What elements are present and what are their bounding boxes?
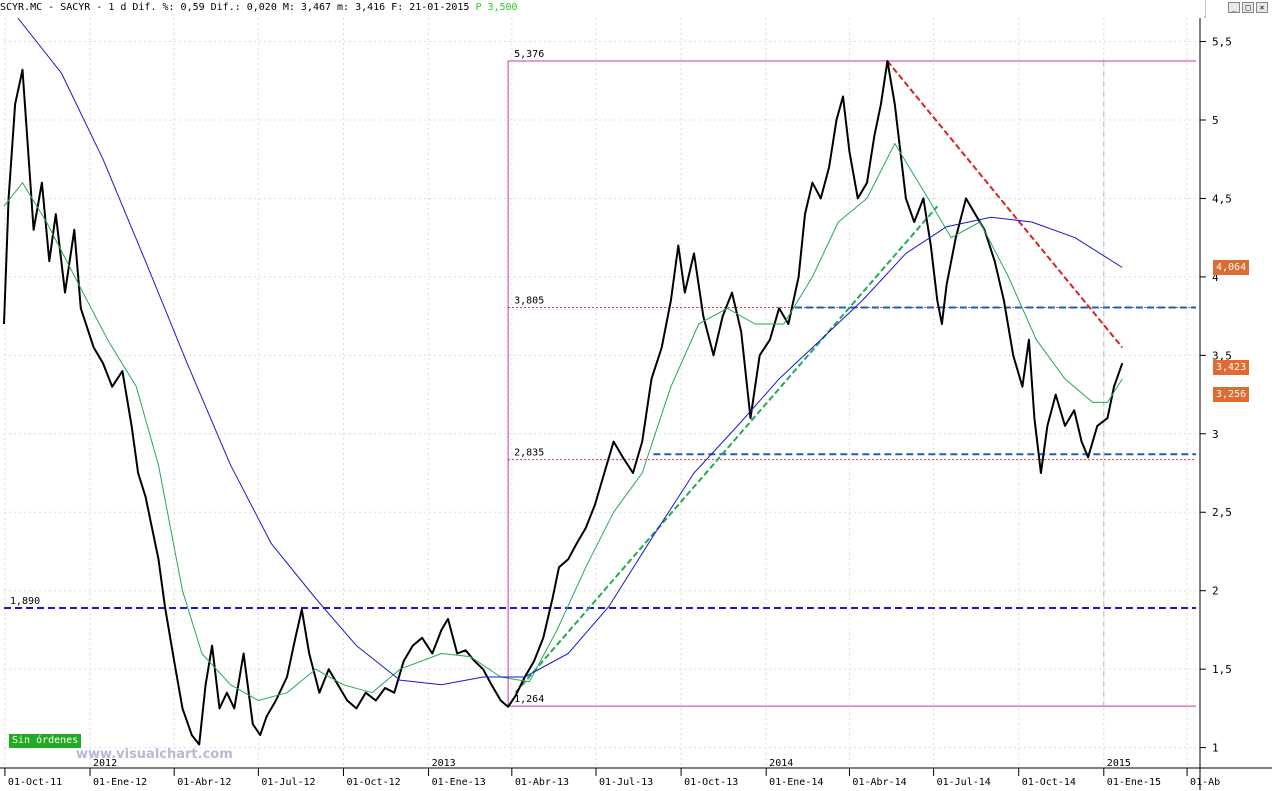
dif-pct-value: 0,59 <box>180 2 205 13</box>
year-label: 2013 <box>432 758 456 769</box>
x-tick-label: 01-Oct-11 <box>8 777 62 788</box>
dif-value: 0,020 <box>246 2 277 13</box>
price-tag-ma-fast: 3,256 <box>1213 386 1250 402</box>
y-tick-label: 1,5 <box>1212 663 1232 676</box>
dif-pct-caption: Dif. %: <box>132 2 175 13</box>
reference-lines: 5,376 3,805 2,835 1,890 1,264 <box>4 49 1196 707</box>
y-tick-label: 2,5 <box>1212 506 1232 519</box>
symbol-label: SCYR.MC <box>0 2 43 13</box>
reference-line-label: 2,835 <box>514 448 544 459</box>
reference-line-label: 1,264 <box>514 694 544 705</box>
y-tick-label: 5,5 <box>1212 36 1232 49</box>
x-tick-label: 01-Ene-12 <box>93 777 147 788</box>
minimize-button[interactable]: _ <box>1228 2 1240 13</box>
x-tick-label: 01-Ene-15 <box>1107 777 1161 788</box>
trend-line <box>886 60 1124 349</box>
x-tick-label: 01-Oct-12 <box>346 777 400 788</box>
x-tick-label: 01-Oct-13 <box>684 777 738 788</box>
reference-line-label: 3,805 <box>514 295 544 306</box>
watermark: www.visualchart.com <box>76 747 233 762</box>
y-tick-label: 4,5 <box>1212 192 1232 205</box>
x-tick-label: 01-Jul-12 <box>261 777 315 788</box>
year-label: 2015 <box>1107 758 1131 769</box>
x-tick-label: 01-Abr-13 <box>515 777 569 788</box>
trend-line <box>514 205 939 694</box>
year-label: 2014 <box>769 758 793 769</box>
reference-line-label: 1,890 <box>10 596 40 607</box>
low-value: 3,416 <box>355 2 386 13</box>
x-tick-label: 01-Jul-13 <box>599 777 653 788</box>
y-tick-label: 5 <box>1212 114 1219 127</box>
y-tick-label: 4 <box>1212 271 1219 284</box>
window-controls: _ □ × <box>1228 2 1268 13</box>
price-series-line <box>3 60 1124 746</box>
y-tick-label: 3,5 <box>1212 349 1232 362</box>
instrument-name: SACYR <box>60 2 91 13</box>
series <box>3 17 1124 746</box>
low-caption: m: <box>337 2 350 13</box>
maximize-button[interactable]: □ <box>1242 2 1254 13</box>
price-tag-ma-slow: 4,064 <box>1213 259 1250 275</box>
reference-line-label: 5,376 <box>514 49 544 60</box>
x-tick-label: 01-Ene-13 <box>432 777 486 788</box>
x-tick-label: 01-Ene-14 <box>769 777 823 788</box>
price-tag-last: 3,423 <box>1213 360 1250 376</box>
x-tick-label: 01-Abr-12 <box>177 777 231 788</box>
x-tick-label: 01-Jul-14 <box>937 777 991 788</box>
dif-caption: Dif.: <box>210 2 241 13</box>
timeframe-label: 1 d <box>108 2 127 13</box>
x-tick-label: 01-Ab <box>1190 777 1220 788</box>
date-caption: F: <box>391 2 404 13</box>
high-value: 3,467 <box>300 2 332 13</box>
x-tick-label: 01-Oct-14 <box>1022 777 1076 788</box>
year-label: 2012 <box>93 758 117 769</box>
fast-ma-line <box>3 143 1123 701</box>
date-value: 21-01-2015 <box>409 2 470 13</box>
p-value: 3,500 <box>487 2 518 13</box>
separator: - <box>96 2 103 13</box>
p-caption: P <box>475 2 482 13</box>
separator: - <box>48 2 55 13</box>
chart-header: SCYR.MC - SACYR -1 d Dif. %: 0,59 Dif.: 0,020 M:… <box>0 0 1205 16</box>
y-tick-label: 3 <box>1212 428 1219 441</box>
orders-status-badge[interactable]: Sin órdenes <box>9 734 82 748</box>
x-tick-label: 01-Abr-14 <box>852 777 906 788</box>
high-caption: M: <box>282 2 295 13</box>
close-button[interactable]: × <box>1256 2 1268 13</box>
y-tick-label: 2 <box>1212 585 1219 598</box>
y-tick-label: 1 <box>1212 742 1219 755</box>
slow-ma-line <box>17 17 1123 686</box>
